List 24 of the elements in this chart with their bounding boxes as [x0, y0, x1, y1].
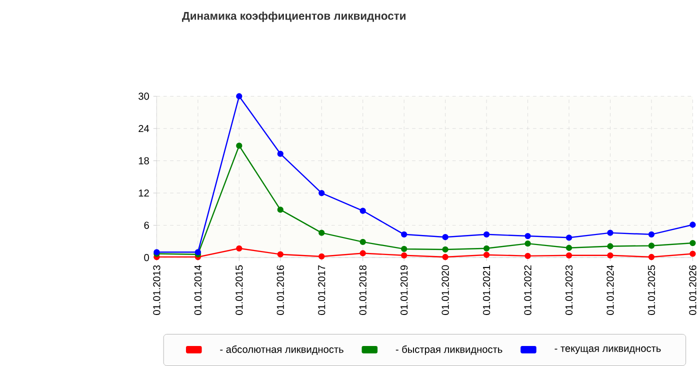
- y-tick-label: 12: [138, 190, 149, 197]
- x-tick-label: 01.01.2026: [689, 265, 696, 315]
- x-tick-label: 01.01.2020: [442, 265, 449, 315]
- y-tick-label: 24: [138, 125, 150, 132]
- legend-label: - абсолютная ликвидность: [220, 345, 344, 355]
- x-tick-label: 01.01.2017: [318, 265, 326, 315]
- x-tick-label: 01.01.2022: [524, 265, 532, 315]
- y-tick-label: 18: [138, 157, 149, 164]
- x-tick-label: 01.01.2025: [648, 265, 656, 315]
- x-tick-label: 01.01.2014: [194, 265, 202, 315]
- chart-title: Динамика коэффициентов ликвидности: [182, 12, 406, 22]
- y-tick-label: 6: [144, 222, 149, 229]
- y-tick-label: 30: [138, 92, 149, 100]
- x-tick-label: 01.01.2016: [276, 265, 284, 315]
- legend-label: - быстрая ликвидность: [396, 345, 502, 355]
- legend-label: - текущая ликвидность: [554, 346, 661, 354]
- x-tick-label: 01.01.2013: [153, 265, 160, 315]
- x-tick-label: 01.01.2018: [359, 265, 366, 315]
- x-tick-label: 01.01.2024: [606, 265, 614, 315]
- x-tick-label: 01.01.2021: [482, 265, 490, 315]
- x-tick-label: 01.01.2019: [400, 265, 408, 315]
- y-tick-label: 0: [144, 254, 149, 262]
- x-tick-label: 01.01.2023: [565, 265, 573, 315]
- x-tick-label: 01.01.2015: [236, 265, 243, 315]
